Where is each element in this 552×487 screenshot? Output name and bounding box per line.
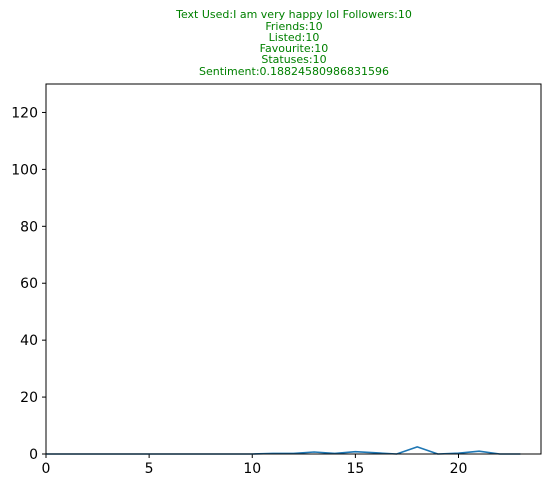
- x-tick-label: 15: [346, 461, 364, 477]
- x-tick-label: 5: [145, 461, 154, 477]
- x-axis-ticks: 0 5 10 15 20: [42, 454, 468, 477]
- title-line-text-used: Text Used:I am very happy lol Followers:…: [175, 8, 412, 21]
- x-tick-label: 20: [450, 461, 468, 477]
- chart-title: Text Used:I am very happy lol Followers:…: [175, 8, 412, 78]
- y-tick-label: 0: [29, 447, 38, 463]
- title-line-statuses: Statuses:10: [261, 53, 326, 66]
- x-tick-label: 10: [243, 461, 261, 477]
- y-tick-label: 80: [20, 219, 38, 235]
- x-tick-label: 0: [42, 461, 51, 477]
- title-line-listed: Listed:10: [269, 31, 320, 44]
- title-line-favourite: Favourite:10: [260, 42, 329, 55]
- y-tick-label: 20: [20, 390, 38, 406]
- y-tick-label: 120: [11, 105, 38, 121]
- title-line-sentiment: Sentiment:0.18824580986831596: [199, 65, 389, 78]
- y-axis-ticks: 0 20 40 60 80 100 120: [11, 105, 46, 463]
- title-line-friends: Friends:10: [265, 20, 322, 33]
- y-tick-label: 60: [20, 276, 38, 292]
- y-tick-label: 100: [11, 162, 38, 178]
- y-tick-label: 40: [20, 333, 38, 349]
- axes-frame: [45, 83, 542, 455]
